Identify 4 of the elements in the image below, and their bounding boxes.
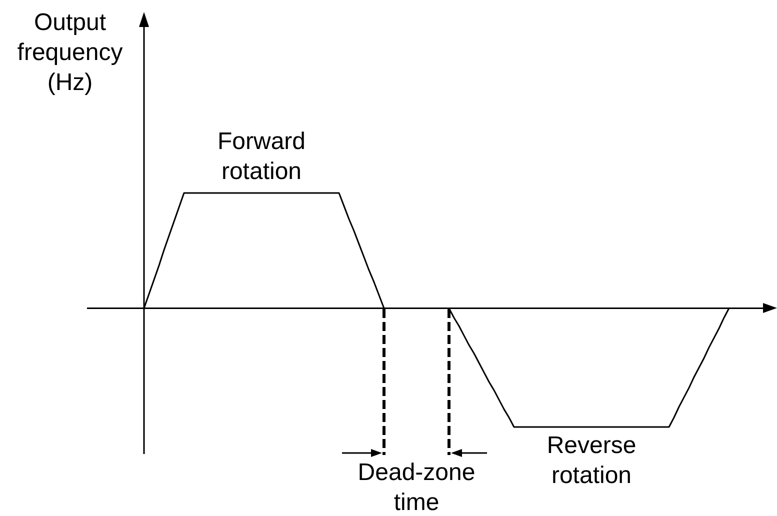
annotation: Reverse rotation <box>546 432 636 489</box>
text: Dead-zone time <box>358 459 476 516</box>
y-axis-title: Output frequency (Hz) <box>17 9 123 96</box>
annotation: Forward rotation <box>217 128 306 185</box>
